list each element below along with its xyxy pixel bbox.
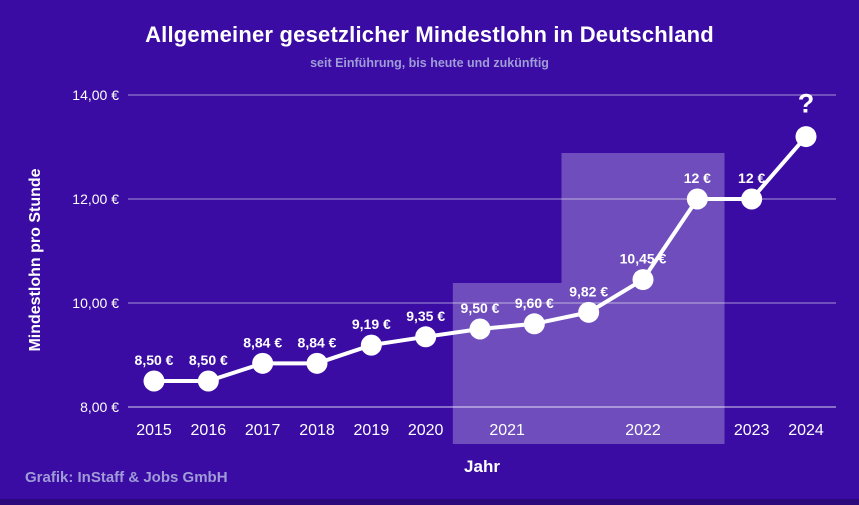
data-point-2024-? [795,126,817,148]
data-label-2017-884: 8,84 € [243,334,282,350]
data-point-2018-884 [306,352,328,374]
data-point-2022-1045 [632,269,654,291]
chart-title: Allgemeiner gesetzlicher Mindestlohn in … [145,22,714,47]
data-label-2022-12: 12 € [684,170,711,186]
x-tick-label-2018: 2018 [299,422,335,439]
data-point-2022-982 [578,301,600,323]
data-point-2017-884 [252,352,274,374]
data-point-2016-850 [197,370,219,392]
data-point-2020-935 [415,326,437,348]
data-label-2015-850: 8,50 € [135,352,174,368]
data-label-2020-935: 9,35 € [406,308,445,324]
data-label-2022-1045: 10,45 € [620,251,667,267]
data-label-2019-919: 9,19 € [352,316,391,332]
data-point-2021-950 [469,318,491,340]
x-tick-label-2015: 2015 [136,422,172,439]
y-tick-label-12: 12,00 € [72,191,119,207]
data-point-2015-850 [143,370,165,392]
chart-subtitle: seit Einführung, bis heute und zukünftig [310,56,549,70]
y-tick-label-14: 14,00 € [72,87,119,103]
x-axis-title: Jahr [464,457,500,476]
credit-text: Grafik: InStaff & Jobs GmbH [25,469,228,486]
data-label-2022-982: 9,82 € [569,283,608,299]
data-point-2022-12 [686,188,708,210]
data-label-2023-12: 12 € [738,170,765,186]
data-label-2021-960: 9,60 € [515,295,554,311]
x-tick-label-2022: 2022 [625,422,661,439]
bottom-strip [0,499,859,505]
data-point-2021-960 [523,313,545,335]
data-point-2019-919 [360,334,382,356]
x-tick-label-2020: 2020 [408,422,444,439]
data-label-2016-850: 8,50 € [189,352,228,368]
data-label-2021-950: 9,50 € [461,300,500,316]
x-tick-label-2023: 2023 [734,422,770,439]
y-tick-label-10: 10,00 € [72,295,119,311]
data-label-2018-884: 8,84 € [298,334,337,350]
x-tick-label-2019: 2019 [354,422,390,439]
x-tick-label-2017: 2017 [245,422,281,439]
x-tick-label-2024: 2024 [788,422,824,439]
future-question-mark: ? [798,89,815,119]
y-tick-label-8: 8,00 € [80,399,119,415]
data-point-2023-12 [741,188,763,210]
x-tick-label-2021: 2021 [489,422,525,439]
x-tick-label-2016: 2016 [191,422,227,439]
highlight-box-2021 [452,283,562,444]
